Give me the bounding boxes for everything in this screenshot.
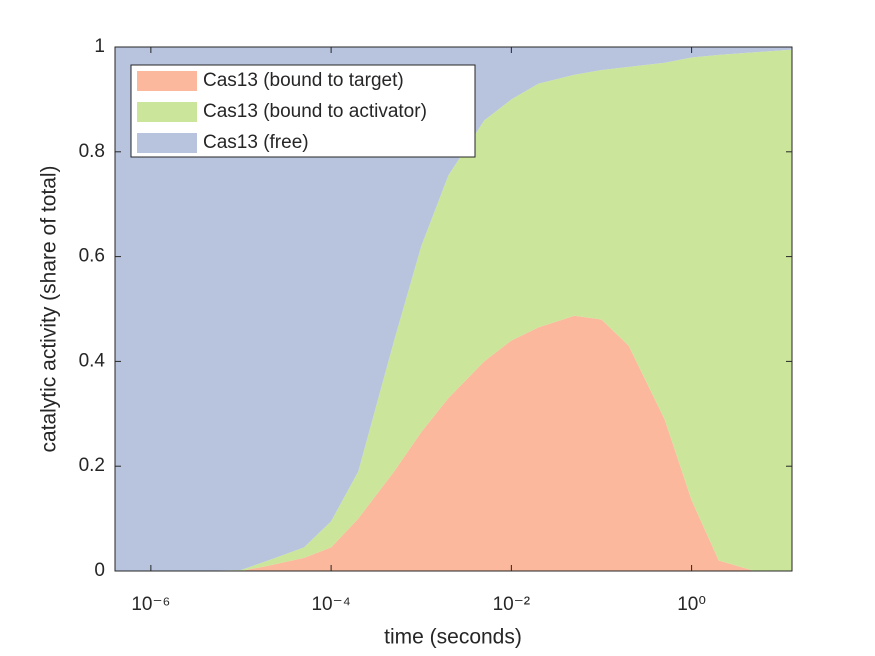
area (115, 315, 792, 571)
legend-label: Cas13 (bound to activator) (203, 101, 427, 122)
x-tick-label: 10⁻⁶ (131, 594, 170, 615)
y-tick-label: 0 (94, 560, 105, 581)
legend-label: Cas13 (free) (203, 132, 309, 153)
y-tick-label: 0.4 (79, 350, 106, 371)
y-tick-label: 0.2 (79, 455, 105, 476)
legend-label: Cas13 (bound to target) (203, 70, 404, 91)
y-tick-label: 1 (94, 36, 105, 57)
y-tick-label: 0.6 (79, 246, 105, 267)
area (115, 49, 792, 572)
y-axis-label: catalytic activity (share of total) (38, 165, 61, 452)
area (115, 47, 792, 571)
x-tick-label: 10⁰ (677, 594, 706, 615)
plot-area (115, 47, 792, 572)
legend: Cas13 (bound to target) Cas13 (bound to a… (130, 64, 476, 158)
legend-swatch (137, 133, 197, 153)
legend-swatch (137, 102, 197, 122)
y-tick-label: 0.8 (79, 141, 105, 162)
legend-swatch (137, 71, 197, 91)
axes-box (114, 46, 793, 572)
x-axis-label: time (seconds) (384, 626, 522, 649)
x-tick-label: 10⁻² (493, 594, 531, 615)
x-tick-label: 10⁻⁴ (311, 594, 350, 615)
